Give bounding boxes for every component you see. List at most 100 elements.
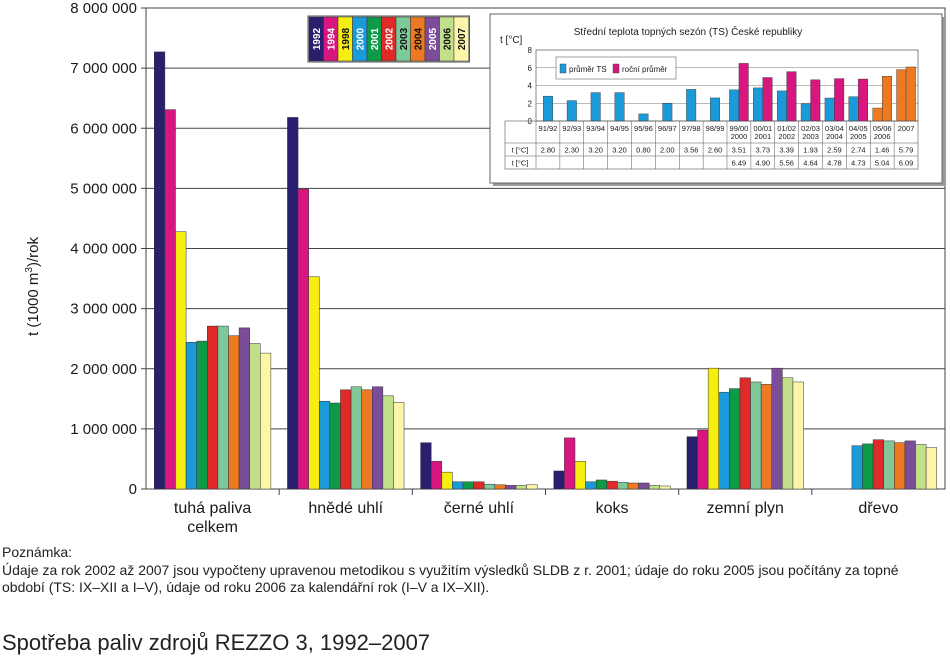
- inset-row-label: t [°C]: [512, 146, 529, 155]
- legend-label-2005: 2005: [428, 27, 439, 50]
- legend-label-2000: 2000: [355, 27, 366, 50]
- inset-category-label: 01/02: [777, 124, 796, 133]
- inset-bar-ts: [710, 97, 721, 122]
- inset-bar-annual: [834, 78, 845, 122]
- bar-2006: [782, 377, 794, 490]
- legend-swatch-2007: [453, 16, 469, 62]
- bar-1994: [430, 461, 443, 490]
- x-category-label: dřevo: [858, 500, 898, 517]
- bar-1994: [164, 109, 176, 490]
- inset-table-value: 5.04: [875, 159, 890, 168]
- inset-bar-ts: [776, 90, 787, 122]
- inset-bar-ts: [896, 69, 907, 122]
- inset-category-label: 04/05: [849, 124, 868, 133]
- inset-y-tick-label: 8: [528, 46, 533, 55]
- bar-2006: [648, 485, 661, 490]
- inset-category-label: 2004: [826, 132, 843, 141]
- x-category-label: černé uhlí: [444, 500, 515, 517]
- inset-table-value: 2.59: [827, 146, 842, 155]
- inset-category-label: 2002: [778, 132, 795, 141]
- y-tick-label: 1 000 000: [70, 421, 137, 438]
- bar-2004: [627, 482, 639, 490]
- y-axis-label-part: )/rok: [25, 237, 42, 268]
- y-tick-label: 6 000 000: [70, 120, 137, 137]
- inset-bar-ts: [590, 92, 601, 122]
- bar-1998: [574, 461, 586, 490]
- inset-y-tick-label: 0: [528, 117, 533, 126]
- inset-table-value: 0.80: [636, 146, 651, 155]
- bar-2007: [925, 447, 937, 490]
- inset-row-label: t [°C]: [512, 159, 529, 168]
- inset-category-label: 93/94: [586, 124, 605, 133]
- inset-table-frame: [504, 120, 919, 170]
- inset-table-value: 4.73: [851, 159, 866, 168]
- bar-2000: [185, 342, 197, 490]
- legend-label-2006: 2006: [442, 27, 453, 50]
- bar-2000: [718, 391, 730, 490]
- bar-1994: [697, 429, 709, 490]
- inset-bar-ts: [848, 96, 859, 122]
- y-axis-label-sup: 3: [24, 267, 35, 273]
- inset-bar-ts: [729, 89, 740, 122]
- bar-1994: [564, 437, 576, 490]
- bar-2001: [595, 479, 608, 490]
- inset-table-value: 4.90: [756, 159, 771, 168]
- y-tick-label: 2 000 000: [70, 361, 137, 378]
- note-text: Údaje za rok 2002 až 2007 jsou vypočteny…: [2, 562, 899, 595]
- inset-category-label: 2006: [874, 132, 891, 141]
- inset-bar-ts: [800, 103, 811, 122]
- bar-1992: [287, 117, 299, 490]
- inset-table-value: 6.09: [899, 159, 914, 168]
- inset-y-tick-label: 6: [528, 64, 533, 73]
- bar-2006: [515, 485, 527, 490]
- y-axis-label: t (1000 m3)/rok: [24, 237, 42, 336]
- bar-2001: [196, 340, 208, 490]
- inset-category-label: 03/04: [825, 124, 844, 133]
- bar-2000: [452, 481, 464, 490]
- bar-2003: [483, 483, 496, 490]
- bar-2002: [473, 481, 485, 490]
- inset-table-value: 3.56: [684, 146, 699, 155]
- inset-category-label: 98/99: [706, 124, 725, 133]
- y-tick-label: 7 000 000: [70, 60, 137, 77]
- bar-2004: [228, 335, 240, 490]
- inset-table-value: 2.80: [541, 146, 556, 155]
- bar-2004: [494, 484, 506, 490]
- bar-2001: [729, 388, 741, 490]
- inset-y-tick-label: 2: [528, 99, 533, 108]
- bar-1998: [308, 276, 320, 490]
- inset-bar-annual: [738, 63, 749, 122]
- bar-1998: [441, 471, 453, 490]
- bar-2001: [862, 443, 874, 490]
- inset-bar-ts: [614, 92, 625, 122]
- note-title: Poznámka:: [2, 544, 73, 560]
- legend-label-1992: 1992: [312, 27, 323, 50]
- legend-label-2002: 2002: [384, 27, 395, 50]
- bar-2002: [606, 480, 618, 490]
- x-category-label: koks: [596, 500, 629, 517]
- inset-category-label: 97/98: [682, 124, 701, 133]
- inset-table-value: 3.20: [612, 146, 627, 155]
- bar-2000: [585, 481, 597, 490]
- inset-table-value: 5.79: [899, 146, 914, 155]
- inset-bar-annual: [810, 79, 821, 122]
- inset-table-value: 2.30: [565, 146, 580, 155]
- bar-2006: [382, 395, 394, 490]
- inset-bar-annual: [762, 77, 773, 122]
- inset-legend-swatch-ts: [559, 63, 567, 74]
- legend-label-2003: 2003: [399, 27, 410, 50]
- bar-2007: [393, 402, 405, 490]
- inset-bar-annual: [881, 76, 892, 122]
- figure-caption: Spotřeba paliv zdrojů REZZO 3, 1992–2007: [2, 630, 431, 655]
- inset-table-value: 2.60: [708, 146, 723, 155]
- bar-2000: [851, 445, 863, 490]
- bar-2006: [915, 444, 927, 490]
- bar-2003: [883, 440, 895, 490]
- bar-1992: [420, 442, 432, 490]
- inset-temperature-chart: Střední teplota topných sezón (TS) České…: [489, 13, 945, 186]
- inset-legend-swatch-annual: [612, 63, 620, 74]
- x-category-label: celkem: [187, 519, 238, 536]
- bar-2000: [319, 400, 331, 490]
- inset-category-label: 92/93: [562, 124, 581, 133]
- bar-2007: [526, 484, 538, 490]
